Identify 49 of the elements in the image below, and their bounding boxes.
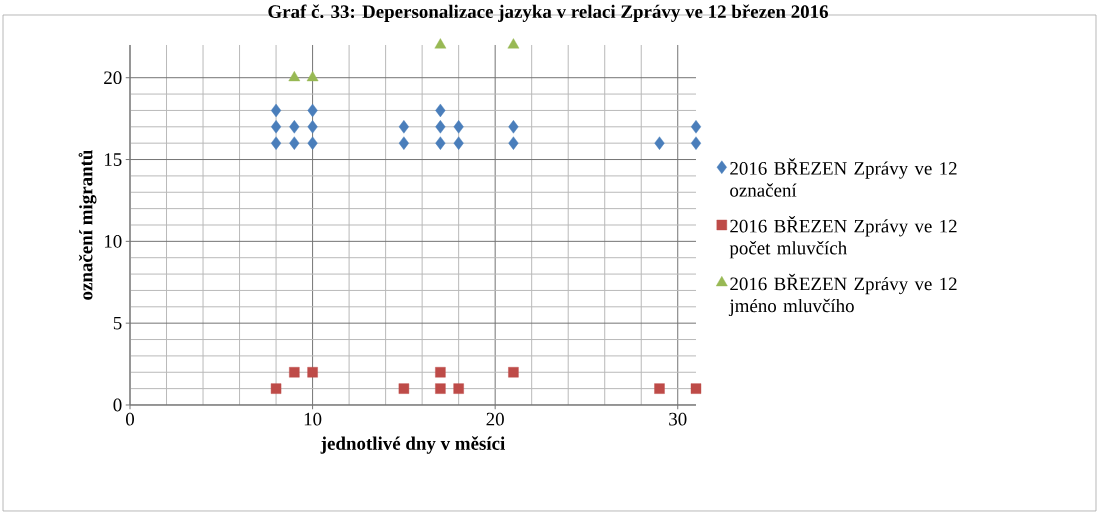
y-tick-label: 10	[104, 234, 122, 248]
point	[307, 103, 318, 118]
point	[307, 367, 318, 378]
x-tick-label: 20	[486, 412, 504, 426]
point	[271, 136, 282, 150]
point	[690, 120, 702, 134]
legend-label: 2016 BŘEZEN Zprávy ve 12 označení	[730, 158, 957, 197]
point	[435, 120, 446, 134]
point	[690, 383, 702, 394]
y-tick-label: 0	[113, 398, 122, 412]
point	[435, 383, 446, 394]
point	[289, 367, 300, 378]
point	[398, 383, 410, 394]
point	[398, 136, 409, 150]
legend-label: 2016 BŘEZEN Zprávy ve 12 jméno mluvčího	[728, 273, 957, 317]
legend-label: 2016 BŘEZEN Zprávy ve 12 počet mluvčích	[729, 216, 957, 259]
x-tick-label: 10	[304, 412, 322, 426]
point	[654, 136, 665, 150]
point	[453, 136, 464, 150]
point	[508, 367, 519, 378]
point	[435, 136, 446, 150]
point	[289, 120, 300, 134]
point	[289, 136, 300, 150]
point	[271, 120, 282, 134]
y-tick-label: 20	[104, 71, 122, 85]
point	[307, 136, 318, 150]
y-tick-label: 5	[113, 316, 122, 330]
point	[453, 383, 464, 394]
point	[453, 120, 464, 134]
point	[288, 71, 301, 82]
x-axis-title: jednotlivé dny v měsíci	[320, 436, 505, 454]
x-tick-label: 30	[669, 412, 687, 426]
point	[435, 103, 446, 118]
point	[435, 367, 446, 378]
point	[507, 38, 520, 49]
point	[508, 120, 519, 134]
point	[271, 103, 282, 118]
point	[434, 38, 447, 49]
point	[508, 136, 519, 150]
y-axis-title: označení migrantů	[78, 150, 97, 300]
y-tick-label: 15	[104, 153, 122, 166]
x-tick-label: 0	[126, 412, 135, 426]
point	[306, 71, 319, 82]
point	[398, 120, 409, 134]
point	[270, 383, 282, 394]
point	[307, 120, 318, 134]
point	[654, 383, 665, 394]
point	[690, 136, 702, 150]
chart-title: Graf č. 33: Depersonalizace jazyka v relaci Zprávy ve 12 březen 2016	[268, 4, 829, 22]
